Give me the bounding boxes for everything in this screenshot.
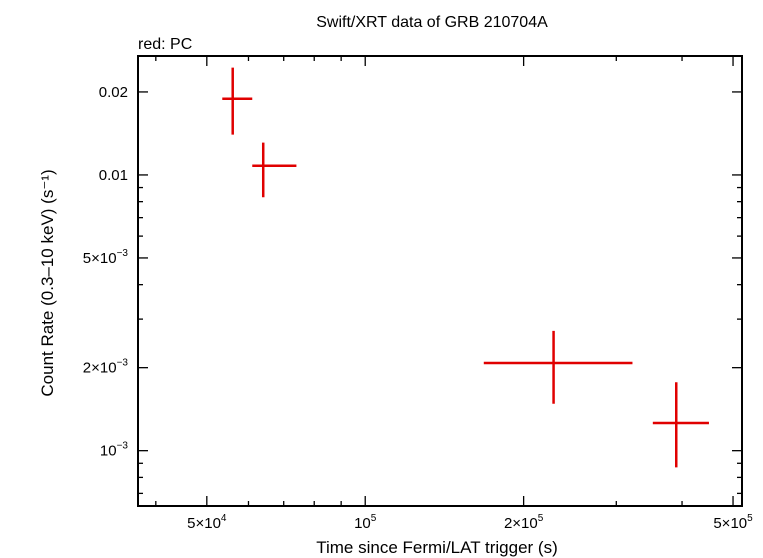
y-tick-label: 0.01 bbox=[99, 167, 128, 184]
axis-ticks bbox=[138, 56, 742, 506]
data-point bbox=[252, 142, 297, 198]
data-point bbox=[222, 67, 253, 135]
chart-subtitle: red: PC bbox=[138, 36, 192, 53]
chart-title: Swift/XRT data of GRB 210704A bbox=[316, 14, 548, 31]
y-tick-label: 2×10−3 bbox=[83, 358, 129, 377]
x-tick-label: 5×104 bbox=[187, 513, 227, 532]
y-tick-label: 10−3 bbox=[100, 441, 129, 460]
y-tick-label: 0.02 bbox=[99, 84, 128, 101]
plot-frame bbox=[137, 55, 743, 507]
x-tick-label: 105 bbox=[354, 513, 377, 532]
data-point bbox=[652, 382, 709, 468]
y-tick-label: 5×10−3 bbox=[83, 248, 129, 267]
tick-labels: 5×104 105 2×105 5×105 10−3 2×10−3 5×10−3 0.01 0.… bbox=[83, 84, 753, 532]
data-points bbox=[222, 67, 709, 468]
y-axis-label: Count Rate (0.3–10 keV) (s⁻¹) bbox=[38, 169, 57, 396]
x-tick-label: 2×105 bbox=[504, 513, 544, 532]
data-point bbox=[483, 330, 633, 404]
x-tick-label: 5×105 bbox=[713, 513, 753, 532]
x-axis-label: Time since Fermi/LAT trigger (s) bbox=[316, 538, 558, 557]
